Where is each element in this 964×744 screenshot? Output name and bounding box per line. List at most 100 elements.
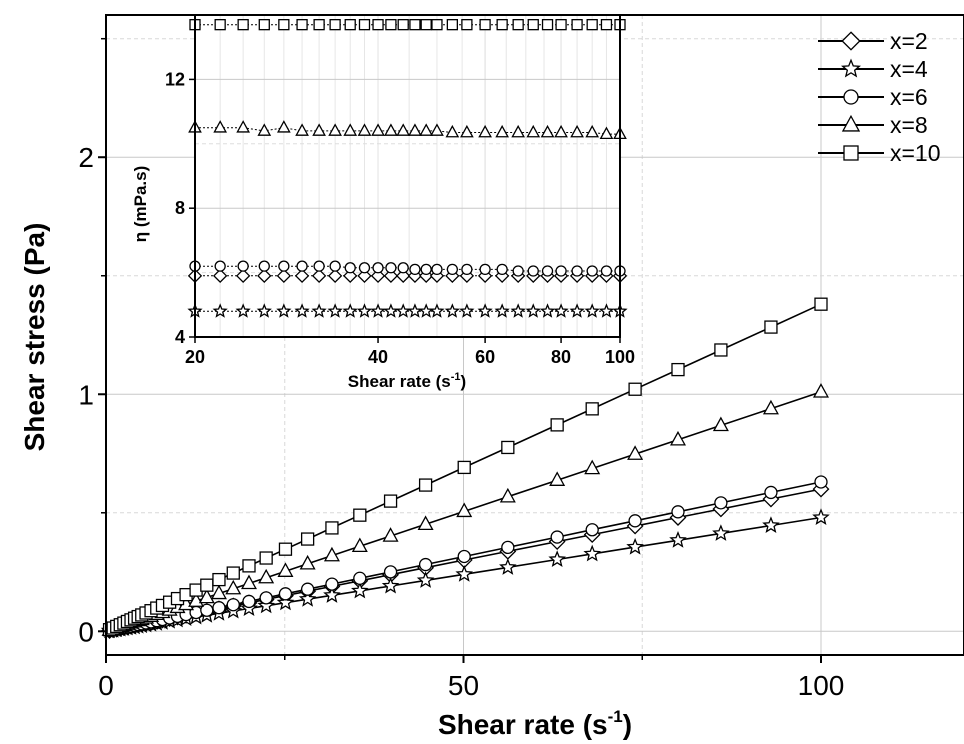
main-data-point — [241, 574, 257, 590]
inset-data-point — [358, 262, 371, 274]
inset-data-point — [277, 120, 291, 133]
inset-data-point — [312, 123, 326, 136]
inset-data-point — [598, 303, 615, 318]
main-data-point — [276, 593, 295, 611]
main-data-point — [762, 516, 780, 533]
main-data-point — [627, 445, 644, 460]
inset-data-point — [357, 268, 372, 283]
inset-data-point — [460, 124, 474, 138]
main-data-point — [258, 568, 275, 584]
inset-data-point — [478, 124, 492, 138]
main-data-point — [550, 530, 564, 544]
main-data-point — [764, 485, 778, 500]
inset-data-point — [294, 303, 310, 318]
inset-data-point — [236, 120, 250, 133]
inset-data-point — [258, 19, 270, 31]
main-data-point — [298, 589, 317, 607]
inset-data-point — [479, 19, 491, 31]
inset-data-point — [445, 124, 460, 138]
inset-data-point — [600, 265, 613, 277]
inset-data-point — [396, 268, 411, 283]
main-data-point — [381, 576, 400, 594]
inset-data-point — [313, 19, 325, 31]
main-data-point — [499, 558, 517, 575]
main-data-point — [584, 459, 601, 475]
inset-data-point — [213, 120, 228, 133]
inset-data-point — [510, 303, 526, 318]
inset-data-point — [343, 123, 358, 136]
inset-data-point — [541, 19, 554, 31]
inset-data-point — [512, 19, 524, 31]
inset-plot-frame — [194, 14, 621, 338]
inset-data-point — [296, 19, 308, 31]
inset-data-point — [258, 260, 270, 272]
inset-data-point — [527, 19, 539, 31]
main-data-point — [417, 515, 434, 531]
main-data-point — [351, 537, 368, 553]
inset-data-point — [311, 268, 327, 283]
inset-data-point — [329, 19, 341, 31]
inset-data-point — [278, 19, 290, 31]
inset-data-point — [512, 265, 524, 277]
inset-series-line — [195, 127, 620, 135]
inset-data-point — [555, 19, 567, 31]
main-data-point — [200, 603, 214, 617]
inset-data-point — [586, 265, 598, 277]
main-x-axis-title-text: Shear rate (s — [438, 709, 608, 740]
main-data-point — [548, 550, 566, 567]
main-data-point — [353, 571, 367, 585]
inset-data-point — [214, 19, 226, 31]
main-y-tick-label: 0 — [78, 616, 94, 647]
inset-x-tick-label: 80 — [551, 347, 571, 367]
legend-marker — [841, 58, 861, 78]
inset-data-point — [571, 265, 583, 277]
main-data-point — [383, 565, 398, 579]
inset-data-point — [420, 263, 432, 276]
main-data-point — [762, 399, 779, 415]
inset-data-point — [541, 265, 554, 277]
main-data-point — [550, 418, 564, 432]
main-data-point — [671, 505, 685, 519]
main-data-point — [814, 297, 828, 311]
inset-grid — [195, 15, 620, 337]
inset-data-point — [396, 123, 411, 136]
inset-data-point — [539, 303, 556, 318]
legend-label: x=10 — [890, 140, 941, 166]
main-data-point — [212, 601, 226, 615]
inset-data-point — [372, 262, 384, 274]
main-data-point — [257, 596, 275, 614]
inset-data-point — [235, 268, 251, 283]
inset-data-point — [237, 260, 249, 272]
main-data-point — [323, 546, 340, 562]
inset-data-point — [554, 124, 568, 138]
inset-data-point — [370, 268, 386, 283]
main-data-point — [585, 523, 599, 537]
legend-marker — [843, 89, 859, 105]
main-data-point — [226, 598, 240, 612]
main-data-point — [501, 440, 515, 455]
inset-data-point — [257, 268, 272, 283]
main-data-point — [457, 460, 471, 475]
legend-label: x=6 — [890, 84, 928, 110]
legend-marker — [843, 145, 859, 161]
main-data-point — [628, 514, 642, 528]
main-series-markers — [100, 297, 830, 640]
main-data-point — [585, 402, 599, 416]
inset-data-point — [357, 123, 372, 136]
main-data-point — [277, 562, 294, 577]
inset-data-point — [599, 126, 614, 140]
inset-data-point — [429, 303, 445, 318]
main-data-point — [299, 554, 316, 570]
main-data-point — [210, 584, 227, 600]
main-data-point — [671, 362, 685, 377]
main-data-point — [583, 544, 601, 562]
inset-data-point — [495, 124, 509, 138]
inset-data-point — [420, 19, 432, 31]
inset-data-point — [408, 123, 422, 136]
legend-label: x=2 — [890, 28, 928, 54]
main-x-axis-title-sup: -1 — [608, 707, 623, 726]
inset-data-point — [370, 303, 386, 318]
inset-data-point — [356, 303, 373, 318]
inset-data-point — [446, 263, 458, 276]
